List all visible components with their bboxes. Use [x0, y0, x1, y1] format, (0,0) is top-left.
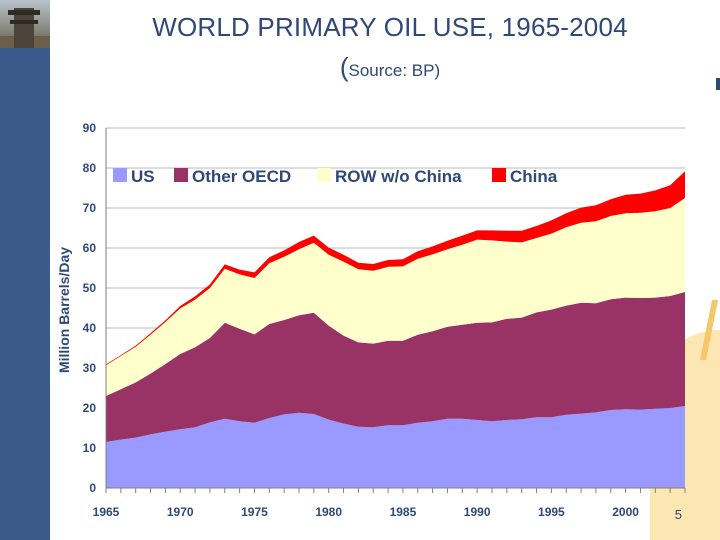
- y-tick-label: 90: [83, 121, 97, 135]
- x-tick-label: 1985: [390, 505, 417, 519]
- x-tick-label: 1970: [167, 505, 194, 519]
- bell-tower-photo: [0, 0, 50, 48]
- slide-subtitle: (Source: BP): [60, 52, 720, 83]
- y-tick-labels: 0 10 20 30 40 50 60 70 80 90: [83, 121, 97, 495]
- y-tick-label: 50: [83, 281, 97, 295]
- y-tick-label: 40: [83, 321, 97, 335]
- legend-swatch: [492, 168, 506, 182]
- y-axis-label: Million Barrels/Day: [56, 246, 72, 374]
- y-tick-label: 10: [83, 441, 97, 455]
- legend-label: Other OECD: [192, 167, 291, 186]
- legend-swatch: [174, 168, 188, 182]
- legend-label: China: [510, 167, 558, 186]
- chart-legend: US Other OECD ROW w/o China China: [113, 167, 558, 186]
- y-tick-label: 60: [83, 241, 97, 255]
- page-number: 5: [674, 507, 682, 522]
- x-tick-label: 2000: [612, 505, 639, 519]
- subtitle-source: Source: BP): [348, 61, 441, 80]
- x-tick-labels: 1965 1970 1975 1980 1985 1990 1995 2000: [93, 505, 640, 519]
- x-tick-label: 1990: [464, 505, 491, 519]
- legend-label: ROW w/o China: [335, 167, 462, 186]
- y-tick-label: 20: [83, 401, 97, 415]
- subtitle-paren: (: [339, 52, 349, 82]
- sun-ray: [700, 300, 718, 360]
- x-tick-label: 1975: [241, 505, 268, 519]
- y-tick-label: 80: [83, 161, 97, 175]
- y-tick-label: 70: [83, 201, 97, 215]
- y-tick-label: 30: [83, 361, 97, 375]
- legend-swatch: [317, 168, 331, 182]
- legend-swatch: [113, 168, 127, 182]
- area-row-w-o-china: [106, 198, 685, 396]
- y-tick-label: 0: [89, 481, 96, 495]
- area-other-oecd: [106, 292, 685, 442]
- slide-sidebar: [0, 0, 50, 540]
- x-tick-label: 1965: [93, 505, 120, 519]
- x-tick-label: 1995: [538, 505, 565, 519]
- area-us: [106, 406, 685, 488]
- slide-title: WORLD PRIMARY OIL USE, 1965-2004: [152, 12, 628, 42]
- legend-label: US: [131, 167, 155, 186]
- decorative-bar: [716, 78, 720, 90]
- x-tick-label: 1980: [315, 505, 342, 519]
- chart-axes: [105, 128, 686, 493]
- chart-areas: [106, 171, 685, 488]
